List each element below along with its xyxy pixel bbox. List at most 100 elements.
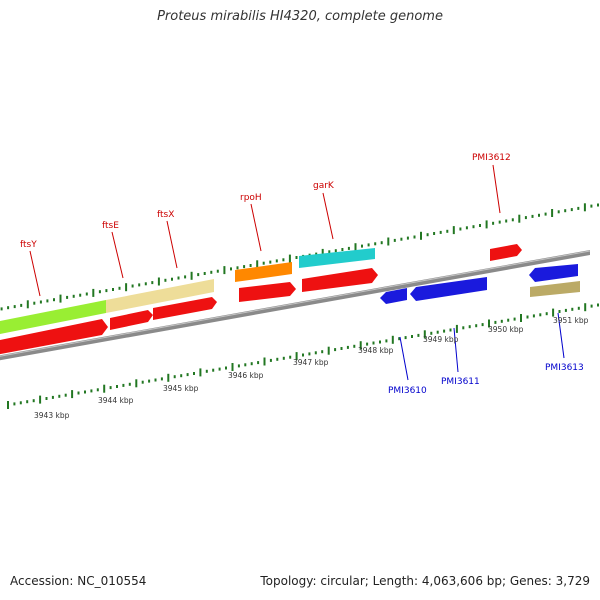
major-tick [26, 300, 29, 309]
minor-tick [430, 331, 433, 335]
minor-tick [295, 256, 298, 259]
minor-tick [439, 230, 442, 234]
minor-tick [347, 246, 350, 250]
major-tick [583, 203, 586, 212]
cds-arrow-ftsE[interactable] [110, 310, 153, 330]
minor-tick [302, 353, 304, 357]
minor-tick [404, 336, 407, 340]
major-tick [59, 294, 62, 303]
minor-tick [77, 391, 80, 395]
cds-arrow-ftsX[interactable] [153, 297, 217, 320]
major-tick [359, 341, 362, 350]
minor-tick [72, 294, 75, 298]
minor-tick [164, 278, 167, 282]
minor-tick [462, 326, 465, 330]
minor-tick [379, 340, 381, 344]
minor-tick [558, 310, 561, 313]
minor-tick [244, 363, 247, 367]
minor-tick [334, 249, 337, 253]
gene-bar-ftsY[interactable] [0, 300, 106, 336]
minor-tick [122, 383, 125, 387]
minor-tick [505, 219, 508, 223]
minor-tick [524, 216, 527, 220]
cds-arrow-PMI3611[interactable] [410, 277, 487, 301]
minor-tick [498, 220, 501, 224]
minor-tick [45, 397, 48, 400]
minor-tick [590, 304, 593, 308]
major-tick [391, 335, 394, 344]
gene-label-PMI3611: PMI3611 [441, 377, 480, 387]
minor-tick [282, 356, 285, 360]
cds-arrow-rpoH[interactable] [239, 282, 296, 302]
minor-tick [315, 252, 318, 256]
gene-bar-garK[interactable] [299, 248, 375, 268]
minor-tick [321, 350, 324, 354]
gene-label-ftsY: ftsY [20, 240, 37, 250]
genome-backbone-highlight [0, 250, 591, 357]
kbp-label: 3943 kbp [34, 411, 70, 420]
minor-tick [289, 355, 292, 359]
minor-tick [494, 320, 497, 324]
minor-tick [144, 282, 147, 286]
cds-arrow-PMI3610[interactable] [380, 288, 407, 304]
major-tick [288, 254, 291, 263]
minor-tick [545, 312, 548, 316]
cds-arrow-PMI3613[interactable] [529, 264, 578, 282]
map-title: Proteus mirabilis HI4320, complete genom… [157, 9, 443, 24]
cds-arrow-ftsY[interactable] [0, 319, 108, 356]
minor-tick [557, 210, 560, 214]
minor-tick [361, 244, 363, 248]
kbp-label: 3944 kbp [98, 396, 134, 405]
cds-arrow-garK[interactable] [302, 268, 378, 292]
gene-label-garK: garK [313, 181, 335, 191]
gene-bar-PMI3613[interactable] [530, 281, 580, 297]
minor-tick [475, 324, 478, 328]
minor-tick [216, 269, 219, 273]
minor-tick [436, 330, 439, 334]
minor-tick [205, 369, 208, 373]
leader-PMI3610 [399, 336, 409, 381]
minor-tick [398, 337, 401, 341]
minor-tick [257, 361, 260, 365]
major-tick [7, 401, 9, 409]
minor-tick [328, 250, 331, 254]
major-tick [455, 324, 458, 333]
minor-tick [128, 382, 131, 386]
minor-tick [472, 225, 475, 229]
major-tick [485, 220, 488, 229]
minor-tick [197, 273, 200, 277]
cds-arrow-PMI3612[interactable] [490, 244, 522, 261]
minor-tick [564, 209, 567, 213]
major-tick [39, 395, 42, 404]
gene-bar-ftsE-ftsX[interactable] [106, 279, 214, 313]
minor-tick [262, 261, 265, 265]
minor-tick [597, 303, 599, 307]
minor-tick [58, 394, 61, 398]
minor-tick [13, 402, 16, 406]
leader-ftsY [29, 250, 41, 297]
minor-tick [269, 358, 272, 362]
minor-tick [532, 314, 535, 318]
minor-tick [531, 214, 534, 218]
minor-tick [203, 272, 206, 275]
minor-tick [538, 213, 540, 217]
minor-tick [33, 301, 36, 305]
minor-tick [570, 208, 573, 212]
minor-tick [275, 259, 278, 263]
major-tick [518, 214, 521, 223]
minor-tick [32, 399, 35, 403]
minor-tick [564, 308, 567, 312]
gene-bar-rpoH[interactable] [235, 262, 292, 282]
minor-tick [39, 300, 42, 304]
minor-tick [51, 395, 54, 399]
leader-PMI3611 [453, 327, 459, 373]
major-tick [551, 209, 554, 217]
major-tick [157, 277, 160, 286]
major-tick [135, 379, 138, 388]
kbp-label: 3951 kbp [553, 316, 589, 325]
minor-tick [109, 386, 112, 390]
lower-tick-marks [7, 303, 599, 409]
leader-ftsX [166, 220, 178, 269]
gene-label-PMI3613: PMI3613 [545, 363, 584, 373]
minor-tick [46, 299, 49, 303]
